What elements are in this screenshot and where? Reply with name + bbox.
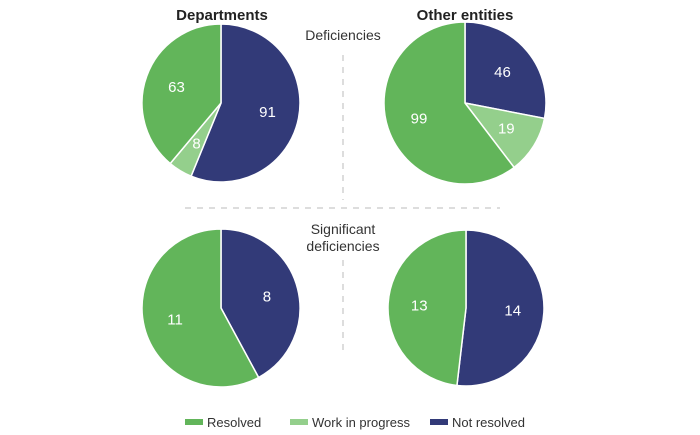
legend-swatch	[185, 419, 203, 425]
pie-slice-not-resolved	[456, 229, 545, 387]
data-label: 11	[167, 312, 183, 329]
row-label-line-2: deficiencies	[306, 238, 379, 254]
row-label-line-1: Significant	[311, 221, 376, 237]
pie-slice-resolved	[141, 23, 222, 165]
data-label: 46	[494, 64, 511, 81]
legend-label: Resolved	[207, 415, 261, 430]
legend: Resolved Work in progress Not resolved	[185, 415, 525, 430]
data-label: 13	[411, 297, 428, 314]
legend-label: Not resolved	[452, 415, 525, 430]
legend-swatch	[430, 419, 448, 425]
pie-slice-not-resolved	[220, 228, 301, 379]
pie-2: 8 11	[141, 228, 301, 388]
data-label: 8	[192, 136, 200, 153]
data-label: 14	[504, 303, 521, 320]
row-label-significant-deficiencies: Significant deficiencies	[306, 221, 379, 254]
column-title-departments: Departments	[176, 7, 268, 24]
pie-slice-resolved	[141, 228, 260, 388]
data-label: 8	[263, 288, 271, 305]
data-label: 63	[168, 79, 185, 96]
pie-slice-not-resolved	[190, 23, 301, 183]
row-label-deficiencies: Deficiencies	[305, 27, 380, 43]
pie-slice-not-resolved	[464, 21, 547, 120]
pie-3: 14 13	[387, 229, 545, 387]
legend-swatch	[290, 419, 308, 425]
dividers	[185, 55, 500, 355]
data-label: 99	[411, 111, 428, 128]
pie-1: 46 19 99	[383, 21, 547, 185]
data-label: 91	[259, 104, 276, 121]
pie-slice-resolved	[387, 229, 467, 387]
pies: 91 8 63 46 19 99 8 11 14 13	[141, 21, 547, 388]
legend-label: Work in progress	[312, 415, 411, 430]
pie-0: 91 8 63	[141, 23, 301, 183]
pie-slice-resolved	[383, 21, 516, 185]
column-title-other-entities: Other entities	[417, 7, 514, 24]
data-label: 19	[498, 121, 515, 138]
